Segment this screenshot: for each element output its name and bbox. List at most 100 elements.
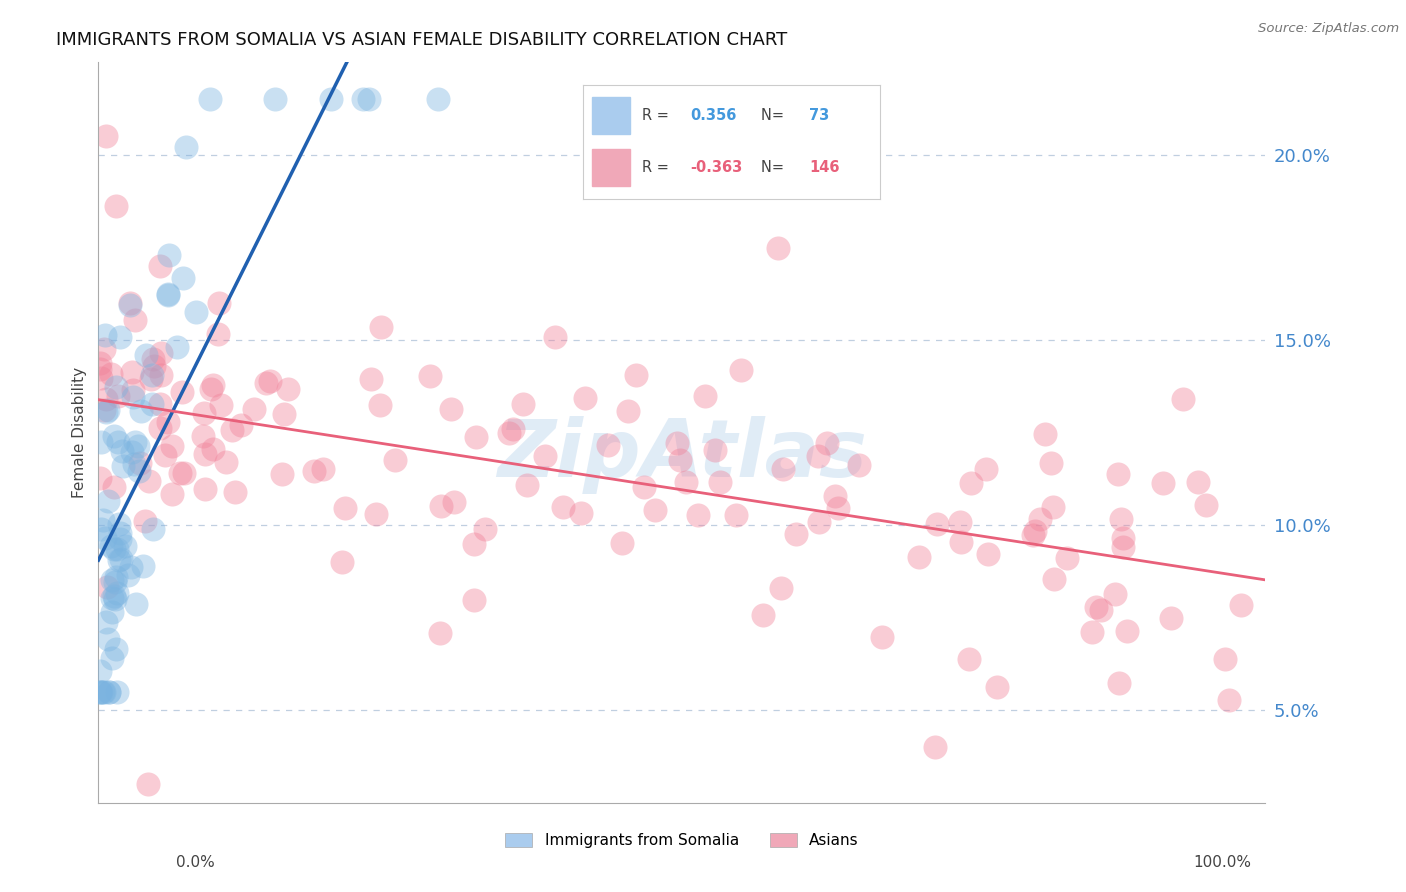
Point xyxy=(96,580,118,594)
Point xyxy=(105,685,128,699)
Point xyxy=(769,581,792,595)
Point xyxy=(950,535,973,549)
Point xyxy=(103,429,125,443)
Point xyxy=(124,434,146,449)
Point xyxy=(173,466,195,480)
Point xyxy=(1116,624,1139,638)
Point xyxy=(89,362,111,376)
Point xyxy=(89,471,111,485)
Point xyxy=(103,542,125,557)
Point xyxy=(124,457,146,471)
Point xyxy=(94,405,117,419)
Point xyxy=(626,368,648,382)
Point xyxy=(616,404,638,418)
Point xyxy=(96,129,118,144)
Point xyxy=(443,495,465,509)
Point xyxy=(91,685,114,699)
Point xyxy=(96,615,118,629)
Point xyxy=(98,685,121,699)
Point xyxy=(1112,532,1135,546)
Point xyxy=(138,777,160,791)
Point xyxy=(198,92,221,106)
Point xyxy=(1104,587,1126,601)
Point xyxy=(574,391,596,405)
Point xyxy=(170,385,193,400)
Point xyxy=(194,483,217,497)
Point xyxy=(426,92,449,106)
Text: 0.0%: 0.0% xyxy=(176,855,215,870)
Point xyxy=(516,478,538,492)
Point xyxy=(150,346,173,360)
Point xyxy=(93,403,115,417)
Point xyxy=(364,507,387,521)
Point xyxy=(312,462,335,476)
Point xyxy=(360,372,382,386)
Point xyxy=(193,406,215,420)
Point xyxy=(551,500,574,514)
Point xyxy=(138,474,160,488)
Point xyxy=(194,447,217,461)
Point xyxy=(815,435,838,450)
Point xyxy=(1084,600,1107,615)
Point xyxy=(1033,427,1056,442)
Point xyxy=(118,296,141,310)
Text: ZipAtlas: ZipAtlas xyxy=(496,416,868,494)
Point xyxy=(1107,467,1129,482)
Point xyxy=(96,402,118,417)
Point xyxy=(93,342,115,356)
Point xyxy=(824,489,846,503)
Point xyxy=(124,313,146,327)
Point xyxy=(1022,528,1045,542)
Point xyxy=(766,240,789,255)
Point xyxy=(107,516,129,531)
Point xyxy=(474,522,496,536)
Point xyxy=(101,574,124,588)
Point xyxy=(370,320,392,334)
Point xyxy=(117,568,139,582)
Point xyxy=(89,665,111,679)
Point xyxy=(908,550,931,565)
Point xyxy=(208,295,231,310)
Point xyxy=(1152,476,1174,491)
Point xyxy=(105,199,128,213)
Point xyxy=(157,248,180,262)
Point xyxy=(924,739,946,754)
Text: IMMIGRANTS FROM SOMALIA VS ASIAN FEMALE DISABILITY CORRELATION CHART: IMMIGRANTS FROM SOMALIA VS ASIAN FEMALE … xyxy=(56,31,787,49)
Point xyxy=(1160,611,1182,625)
Point xyxy=(725,508,748,523)
Point xyxy=(273,407,295,421)
Point xyxy=(94,392,117,406)
Point xyxy=(264,92,287,106)
Point xyxy=(1230,598,1253,612)
Point xyxy=(160,487,183,501)
Point xyxy=(463,593,485,607)
Point xyxy=(974,462,997,476)
Point xyxy=(960,476,983,491)
Point xyxy=(357,92,380,106)
Point xyxy=(440,402,463,417)
Point xyxy=(352,92,374,106)
Point xyxy=(127,439,149,453)
Point xyxy=(98,685,121,699)
Point xyxy=(304,464,326,478)
Point xyxy=(94,532,117,546)
Point xyxy=(156,415,179,429)
Point xyxy=(114,539,136,553)
Point xyxy=(201,442,224,457)
Point xyxy=(90,371,112,385)
Point xyxy=(135,348,157,362)
Point xyxy=(142,522,165,536)
Point xyxy=(125,598,148,612)
Point xyxy=(1081,624,1104,639)
Point xyxy=(128,456,150,470)
Point xyxy=(107,434,129,449)
Point xyxy=(368,398,391,412)
Point xyxy=(977,547,1000,561)
Point xyxy=(277,382,299,396)
Point xyxy=(242,401,264,416)
Point xyxy=(704,442,727,457)
Point xyxy=(202,377,225,392)
Point xyxy=(429,499,451,513)
Point xyxy=(633,480,655,494)
Point xyxy=(97,632,120,646)
